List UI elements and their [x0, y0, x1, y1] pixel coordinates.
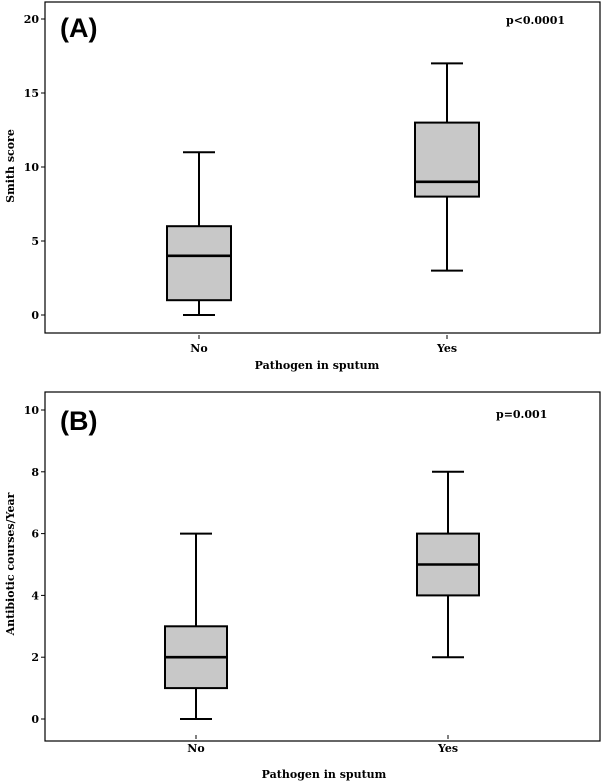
panel-a-label: (A) — [60, 13, 97, 43]
panel-a-ytick-label: 5 — [31, 235, 39, 248]
panel-a-xlabel: Pathogen in sputum — [255, 359, 380, 372]
panel-a-ylabel: Smith score — [4, 129, 17, 203]
panel-b-no-category-label: No — [187, 742, 204, 755]
panel-b-ylabel: Antibiotic courses/Year — [4, 492, 17, 636]
panel-a-frame — [44, 1, 601, 334]
panel-b-ytick-label: 6 — [31, 528, 39, 541]
panel-a-no-category-label: No — [190, 342, 207, 355]
panel-a-yes-category-label: Yes — [436, 342, 457, 355]
panel-a-ytick-label: 10 — [24, 161, 40, 174]
panel-b-ytick-label: 4 — [31, 589, 39, 602]
panel-b-label: (B) — [60, 406, 97, 436]
panel-a-no-box — [166, 225, 232, 302]
panel-b: (B) p=0.001 Antibiotic courses/Year Path… — [4, 391, 601, 781]
panel-b-frame — [44, 391, 601, 742]
panel-a-ytick-label: 0 — [31, 309, 39, 322]
panel-a-pvalue: p<0.0001 — [506, 14, 565, 27]
panel-a: (A) p<0.0001 Smith score Pathogen in spu… — [4, 1, 601, 372]
panel-b-ytick-label: 2 — [31, 651, 39, 664]
panel-a-ytick-label: 20 — [24, 13, 40, 26]
panel-b-ytick-label: 10 — [24, 404, 40, 417]
panel-a-yes-box — [414, 121, 480, 198]
panel-b-pvalue: p=0.001 — [496, 408, 547, 421]
panel-b-ytick-label: 8 — [31, 466, 39, 479]
panel-b-yes-category-label: Yes — [437, 742, 458, 755]
panel-b-ytick-label: 0 — [31, 713, 39, 726]
panel-a-ytick-label: 15 — [24, 87, 39, 100]
panel-b-xlabel: Pathogen in sputum — [262, 768, 387, 781]
